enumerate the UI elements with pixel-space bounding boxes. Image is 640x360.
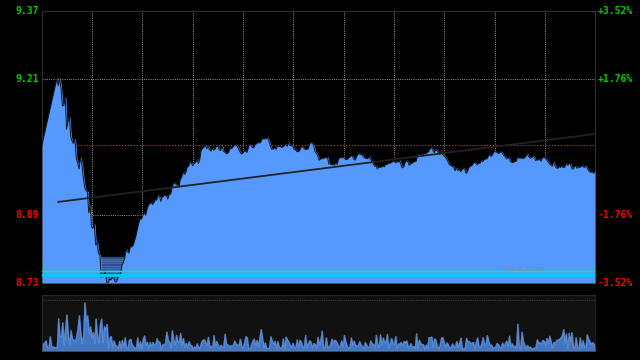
Text: 9.21: 9.21: [15, 74, 39, 84]
Text: -3.52%: -3.52%: [598, 278, 633, 288]
Bar: [42, 274, 595, 276]
Bar: [42, 268, 595, 270]
Text: +3.52%: +3.52%: [598, 6, 633, 16]
Text: 8.89: 8.89: [15, 210, 39, 220]
Bar: [42, 266, 595, 268]
Bar: [42, 276, 595, 278]
Bar: [42, 270, 595, 272]
Bar: [42, 264, 595, 266]
Text: sina.com: sina.com: [505, 265, 545, 274]
Bar: [42, 257, 595, 259]
Text: +1.76%: +1.76%: [598, 74, 633, 84]
Text: -1.76%: -1.76%: [598, 210, 633, 220]
Bar: [42, 278, 595, 280]
Text: 8.73: 8.73: [15, 278, 39, 288]
Bar: [42, 261, 595, 264]
Bar: [42, 280, 595, 283]
Text: 9.37: 9.37: [15, 6, 39, 16]
Bar: [42, 272, 595, 274]
Bar: [42, 259, 595, 261]
